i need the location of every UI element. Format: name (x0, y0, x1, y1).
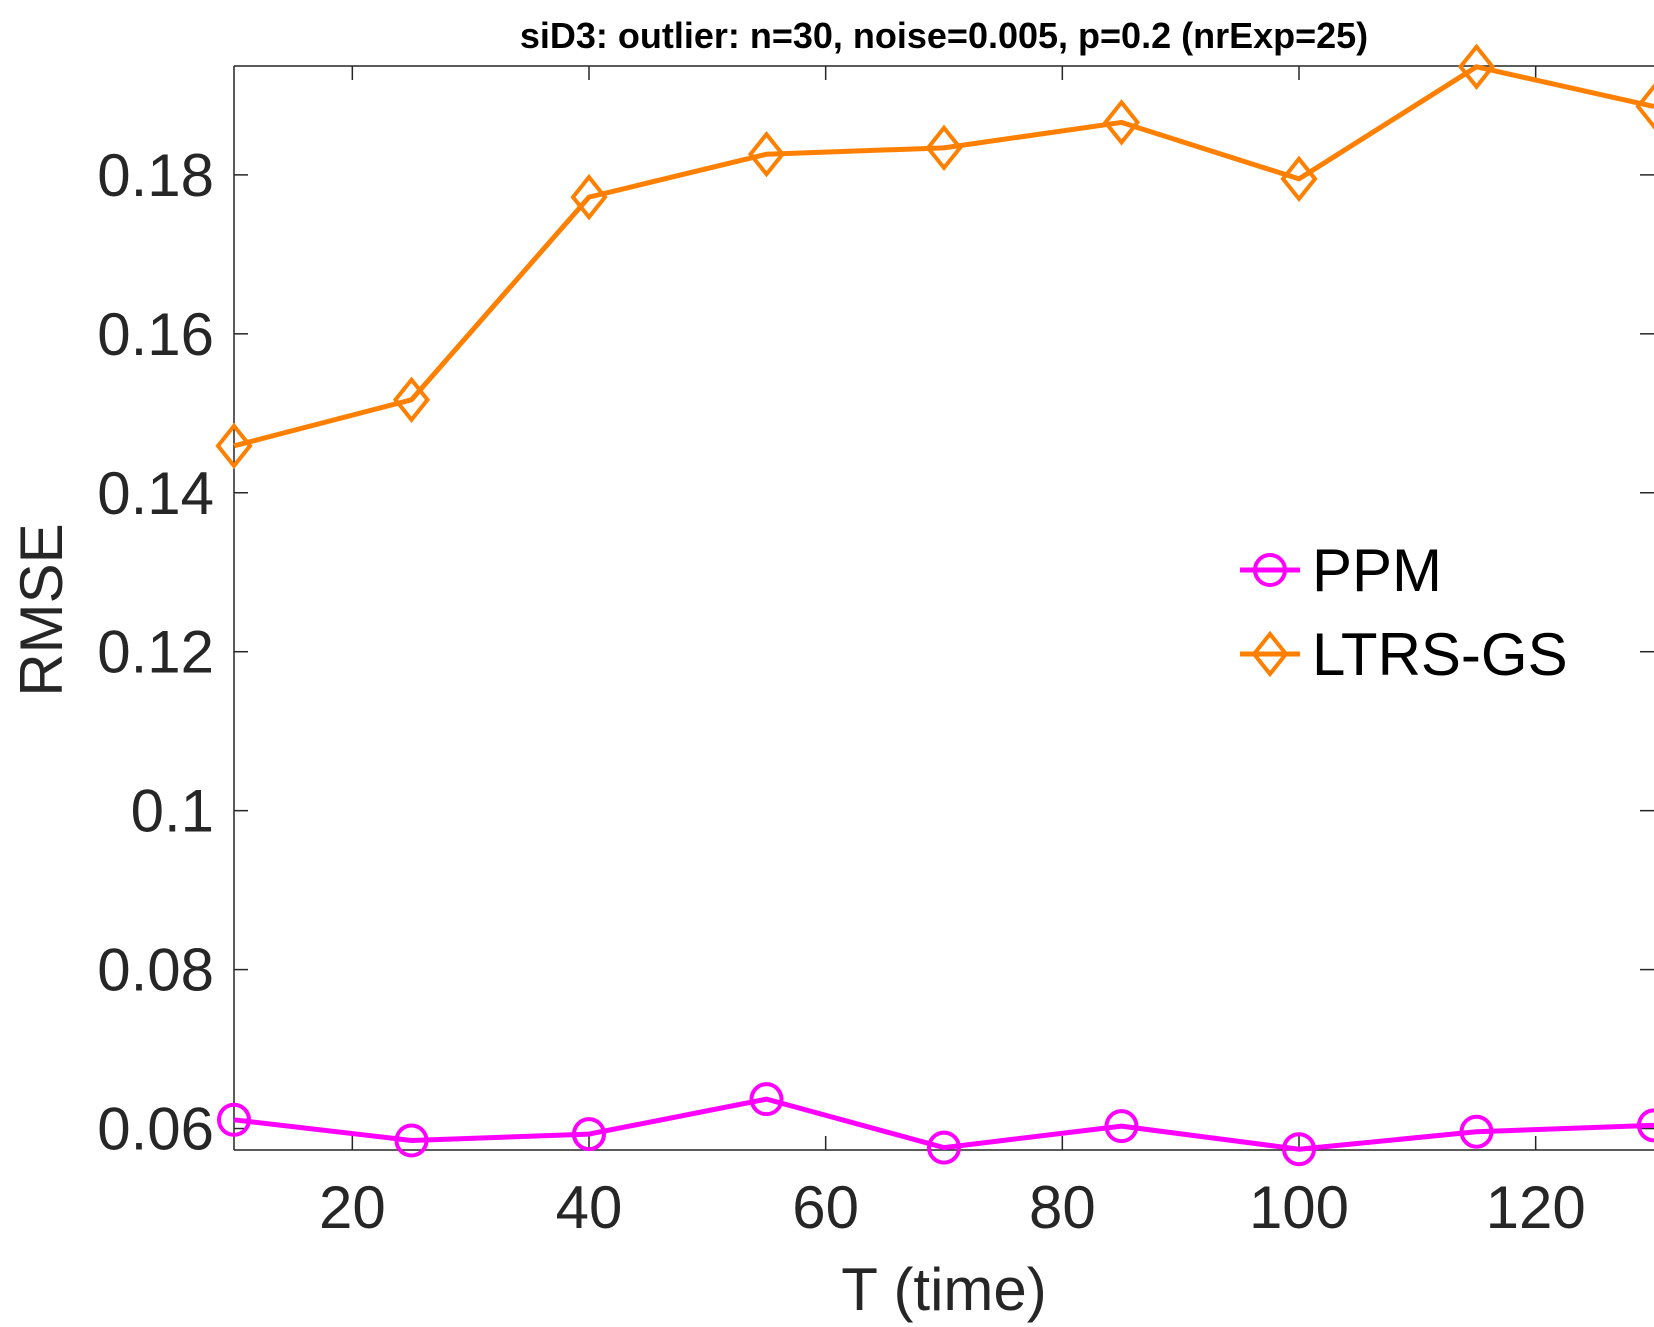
y-tick-label: 0.16 (97, 301, 214, 368)
data-point (747, 131, 786, 178)
y-tick-label: 0.18 (97, 142, 214, 209)
y-tick-label: 0.08 (97, 937, 214, 1004)
data-point (570, 173, 608, 221)
data-point (394, 1123, 429, 1158)
x-tick-label: 60 (792, 1174, 859, 1241)
data-point (1457, 43, 1496, 90)
y-tick-label: 0.12 (97, 619, 214, 686)
data-point (572, 1117, 606, 1152)
legend: PPM LTRS-GS (1240, 537, 1568, 688)
y-tick-label: 0.14 (97, 460, 214, 527)
series-group (215, 43, 1654, 1167)
series-line (233, 1096, 1654, 1152)
data-point (1102, 99, 1141, 146)
data-point (215, 422, 253, 470)
axes: 20 40 60 80 100 120 0.06 0.08 0.1 0.12 0.14 0.16 0.1… (97, 65, 1654, 1241)
x-tick-label: 20 (319, 1174, 386, 1241)
series-ppm (217, 1082, 1654, 1167)
legend-marker (1251, 630, 1289, 678)
x-axis-label: T (time) (841, 1256, 1047, 1323)
legend-label: PPM (1312, 537, 1442, 604)
data-point (1282, 1132, 1316, 1167)
data-point (1104, 1109, 1139, 1144)
data-point (1637, 1108, 1654, 1143)
data-point (1459, 1114, 1494, 1149)
data-point (1280, 155, 1318, 203)
data-point (392, 376, 431, 423)
x-tick-label: 100 (1249, 1174, 1349, 1241)
x-tick-label: 120 (1486, 1174, 1586, 1241)
series-line (233, 64, 1654, 449)
legend-label: LTRS-GS (1312, 621, 1568, 688)
data-point (217, 1102, 251, 1137)
x-tick-label: 80 (1029, 1174, 1096, 1241)
data-point (927, 1130, 961, 1165)
data-point (925, 124, 963, 172)
y-tick-label: 0.1 (131, 778, 214, 845)
y-axis-label: RMSE (8, 523, 75, 696)
data-point (749, 1082, 784, 1117)
data-point (1635, 83, 1654, 130)
y-tick-label: 0.06 (97, 1096, 214, 1163)
series-ltrs-gs (215, 43, 1654, 470)
legend-marker (1253, 553, 1287, 587)
chart-title: siD3: outlier: n=30, noise=0.005, p=0.2 … (520, 15, 1368, 56)
x-tick-label: 40 (556, 1174, 623, 1241)
